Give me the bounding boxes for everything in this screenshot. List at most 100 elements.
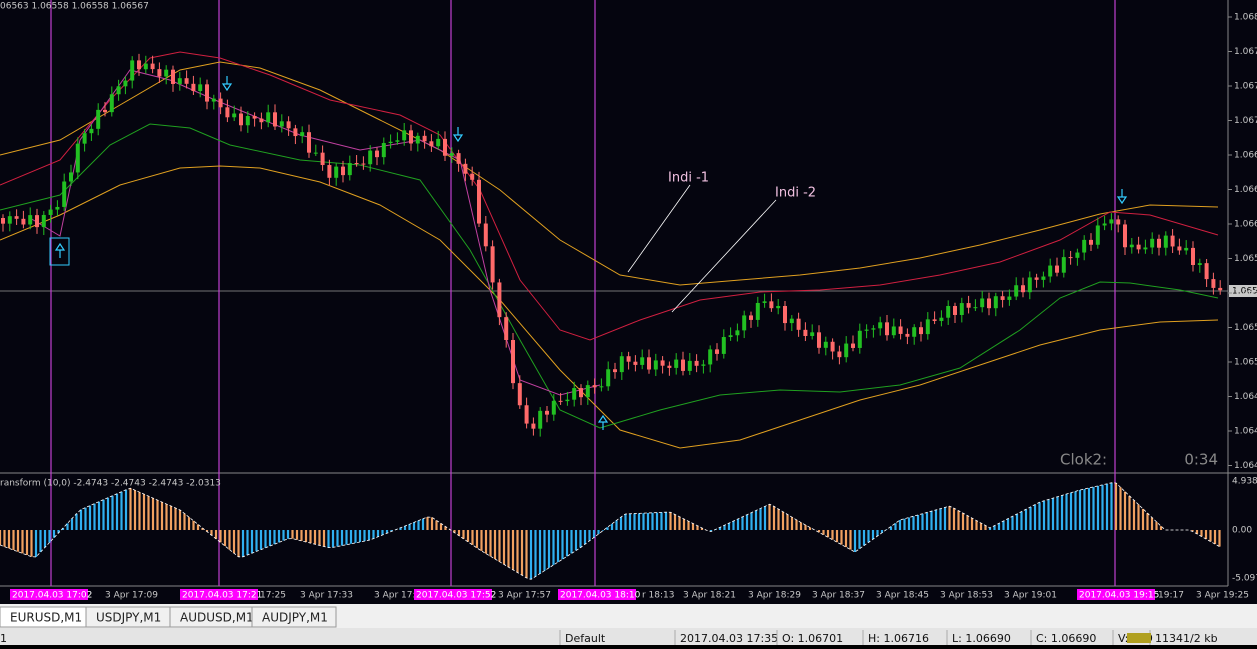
candle bbox=[402, 130, 407, 141]
candle bbox=[592, 385, 597, 388]
candle bbox=[422, 135, 427, 142]
price-label: 1.065 bbox=[1234, 289, 1257, 299]
band-lower bbox=[0, 165, 1219, 449]
candle bbox=[823, 341, 828, 348]
pointer bbox=[671, 199, 777, 313]
candle bbox=[878, 322, 883, 329]
candle bbox=[157, 69, 162, 77]
candle bbox=[851, 343, 855, 348]
annotation: Indi -2 bbox=[775, 186, 816, 201]
status-bar bbox=[0, 628, 1257, 645]
candle bbox=[551, 400, 556, 415]
price-label: 1.067 bbox=[1234, 82, 1257, 92]
candle bbox=[1082, 239, 1087, 253]
candle bbox=[347, 163, 352, 176]
price-label: 1.067 bbox=[1234, 116, 1257, 126]
candle bbox=[477, 179, 481, 224]
candle bbox=[28, 215, 33, 225]
candle bbox=[653, 360, 658, 370]
candle bbox=[103, 109, 107, 113]
price-label: 1.065 bbox=[1234, 323, 1257, 333]
candle bbox=[171, 69, 175, 84]
price-label: 1.065 bbox=[1234, 358, 1257, 368]
time-label: 3 Apr 19:01 bbox=[1004, 591, 1057, 601]
time-label: 3 Apr 17:09 bbox=[105, 591, 158, 601]
candle bbox=[565, 399, 570, 402]
time-label: 17:25 bbox=[260, 591, 286, 601]
candle bbox=[987, 298, 991, 309]
candle bbox=[361, 163, 366, 165]
indicator-axis-label: 0.00 bbox=[1232, 526, 1252, 536]
candle bbox=[1204, 263, 1209, 280]
candle bbox=[721, 337, 726, 354]
candles bbox=[1, 53, 1223, 437]
candle bbox=[966, 303, 971, 308]
candle bbox=[7, 216, 12, 224]
candle bbox=[1163, 235, 1168, 248]
candle bbox=[1177, 246, 1182, 251]
candle bbox=[1218, 287, 1223, 291]
candle bbox=[1157, 238, 1161, 248]
candle bbox=[619, 356, 624, 373]
candle bbox=[1184, 247, 1189, 251]
candle bbox=[905, 333, 910, 337]
status-text: H: 1.06716 bbox=[868, 632, 929, 645]
candle bbox=[443, 138, 447, 156]
candle bbox=[511, 340, 515, 384]
candle bbox=[69, 172, 73, 182]
candle bbox=[191, 83, 196, 92]
candle bbox=[857, 330, 862, 348]
candle bbox=[715, 349, 719, 354]
up-arrow bbox=[597, 414, 609, 430]
candle bbox=[1034, 277, 1039, 280]
candle bbox=[830, 341, 835, 352]
candle bbox=[837, 351, 842, 358]
candle bbox=[429, 141, 434, 147]
candle bbox=[1123, 224, 1127, 248]
candle bbox=[687, 360, 692, 371]
tab-label[interactable]: USDJPY,M1 bbox=[96, 611, 161, 625]
time-label: 3 Apr 18:53 bbox=[940, 591, 993, 601]
candle bbox=[239, 113, 243, 126]
candle bbox=[667, 365, 672, 368]
tab-label[interactable]: AUDUSD,M1 bbox=[180, 611, 254, 625]
candle bbox=[89, 128, 94, 134]
candle bbox=[647, 357, 651, 370]
tab[interactable] bbox=[251, 606, 337, 628]
candle bbox=[252, 115, 257, 119]
candle bbox=[871, 328, 876, 330]
signal-line bbox=[0, 482, 1220, 580]
histogram bbox=[0, 482, 1221, 580]
candle bbox=[1197, 263, 1202, 265]
candle bbox=[558, 400, 563, 402]
price-label: 1.066 bbox=[1234, 151, 1257, 161]
candle bbox=[925, 319, 930, 335]
tab-label[interactable]: EURUSD,M1 bbox=[10, 611, 82, 625]
tab-label[interactable]: AUDJPY,M1 bbox=[262, 611, 328, 625]
time-label: 2017.04.03 18:10 bbox=[560, 591, 641, 601]
candle bbox=[456, 153, 461, 164]
signal-box bbox=[49, 237, 70, 266]
price-label: 1.065 bbox=[1234, 254, 1257, 264]
candle bbox=[436, 138, 441, 147]
candle bbox=[640, 357, 645, 365]
time-label: r 18:13 bbox=[642, 591, 675, 601]
candle bbox=[538, 410, 543, 429]
candle bbox=[164, 69, 169, 77]
status-text: Default bbox=[565, 632, 606, 645]
candle bbox=[504, 317, 509, 341]
indicator-axis-label: 4.938 bbox=[1232, 477, 1257, 487]
candle bbox=[1048, 265, 1053, 277]
candle bbox=[932, 319, 937, 321]
candle bbox=[599, 386, 604, 388]
candle bbox=[463, 163, 468, 174]
status-text: C: 1.06690 bbox=[1036, 632, 1096, 645]
status-text: 1 bbox=[0, 632, 7, 645]
candle bbox=[694, 360, 699, 366]
time-label: 19:17 bbox=[1158, 591, 1184, 601]
band-mid-red bbox=[0, 51, 1219, 341]
candle bbox=[1109, 219, 1114, 224]
candle bbox=[681, 359, 685, 371]
candle bbox=[1170, 235, 1175, 247]
